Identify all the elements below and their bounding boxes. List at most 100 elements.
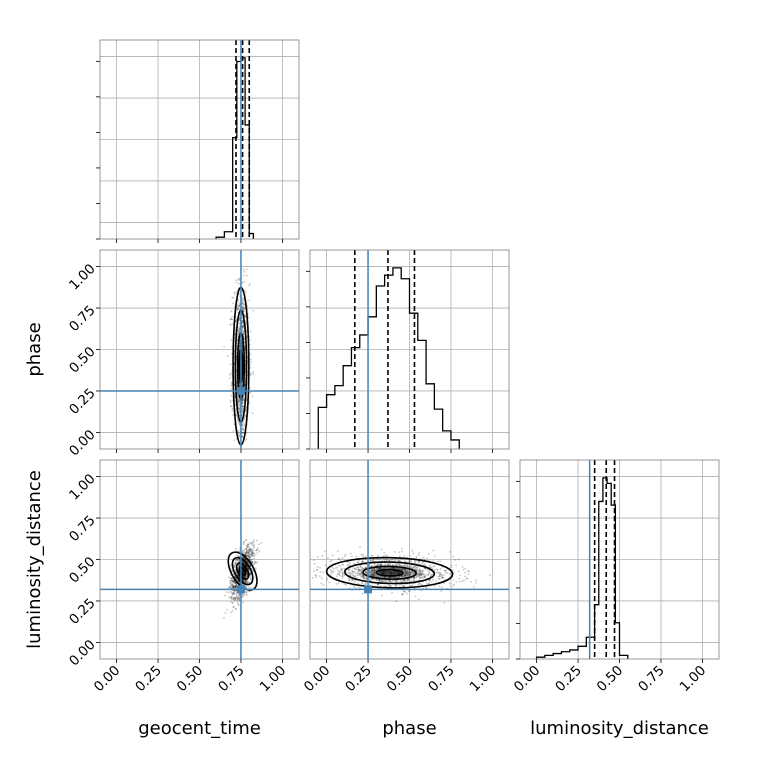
sample-point — [241, 556, 244, 559]
sample-point — [242, 561, 245, 564]
sample-point — [236, 558, 238, 560]
sample-point — [235, 584, 237, 587]
sample-point — [229, 363, 232, 366]
sample-point — [407, 579, 409, 582]
sample-point — [408, 560, 411, 563]
sample-point — [388, 580, 391, 583]
sample-point — [251, 551, 253, 554]
sample-point — [246, 594, 249, 596]
sample-point — [397, 559, 400, 562]
sample-point — [382, 573, 385, 575]
sample-point — [241, 431, 244, 434]
sample-point — [238, 327, 241, 330]
sample-point — [247, 548, 250, 551]
sample-point — [244, 581, 247, 584]
sample-point — [243, 289, 246, 292]
sample-point — [230, 577, 233, 580]
sample-point — [245, 565, 248, 567]
sample-point — [245, 552, 248, 555]
sample-point — [245, 550, 248, 553]
sample-point — [249, 542, 251, 545]
sample-point — [376, 564, 378, 567]
sample-point — [251, 395, 254, 398]
sample-point — [401, 547, 403, 550]
sample-point — [428, 571, 431, 574]
sample-point — [351, 555, 353, 558]
sample-point — [245, 559, 248, 562]
sample-point — [343, 583, 346, 585]
sample-point — [243, 541, 245, 544]
sample-point — [336, 550, 339, 553]
sample-point — [243, 270, 246, 273]
sample-point — [449, 550, 452, 553]
sample-point — [455, 580, 458, 583]
sample-point — [244, 415, 247, 417]
sample-point — [384, 571, 387, 574]
sample-point — [241, 569, 244, 572]
sample-point — [241, 578, 244, 581]
sample-point — [245, 539, 247, 542]
sample-point — [245, 585, 247, 588]
sample-point — [230, 596, 233, 598]
sample-point — [458, 580, 461, 583]
sample-point — [246, 544, 249, 546]
sample-point — [248, 563, 251, 566]
sample-point — [241, 569, 244, 571]
sample-point — [403, 590, 406, 593]
sample-point — [373, 572, 376, 575]
sample-point — [389, 571, 392, 574]
sample-point — [236, 579, 239, 582]
sample-point — [393, 572, 396, 575]
sample-point — [248, 550, 251, 553]
sample-point — [465, 577, 468, 580]
histogram-geocent_time — [96, 39, 300, 243]
sample-point — [362, 575, 365, 578]
sample-point — [373, 575, 375, 578]
sample-point — [242, 561, 245, 564]
sample-point — [251, 552, 253, 555]
truth-marker — [236, 386, 245, 395]
sample-point — [241, 551, 244, 554]
sample-point — [249, 372, 252, 374]
sample-point — [233, 585, 236, 588]
sample-point — [419, 572, 422, 575]
sample-point — [229, 586, 232, 589]
sample-point — [398, 551, 401, 554]
sample-point — [234, 561, 237, 564]
sample-point — [248, 573, 251, 576]
sample-point — [406, 579, 409, 582]
sample-point — [358, 568, 360, 571]
sample-point — [242, 325, 245, 328]
sample-point — [235, 585, 238, 588]
sample-point — [234, 586, 237, 588]
sample-point — [385, 554, 388, 557]
sample-point — [398, 585, 401, 587]
sample-point — [315, 574, 318, 577]
sample-point — [251, 551, 254, 554]
sample-point — [242, 431, 245, 434]
sample-point — [381, 572, 383, 575]
sample-point — [403, 560, 406, 563]
sample-point — [242, 331, 245, 333]
sample-point — [253, 555, 255, 557]
sample-point — [231, 577, 234, 580]
sample-point — [247, 554, 250, 557]
sample-point — [395, 580, 397, 583]
sample-point — [241, 302, 244, 304]
sample-point — [371, 577, 374, 580]
sample-point — [241, 326, 244, 329]
sample-point — [337, 582, 340, 585]
sample-point — [401, 569, 403, 571]
sample-point — [243, 303, 245, 306]
sample-point — [382, 572, 384, 575]
sample-point — [448, 582, 451, 585]
sample-point — [406, 570, 409, 573]
sample-point — [393, 571, 396, 573]
sample-point — [339, 565, 342, 567]
sample-point — [243, 549, 246, 552]
sample-point — [400, 564, 403, 567]
sample-point — [382, 580, 384, 583]
sample-point — [241, 409, 244, 412]
sample-point — [243, 558, 246, 560]
sample-point — [451, 569, 454, 572]
